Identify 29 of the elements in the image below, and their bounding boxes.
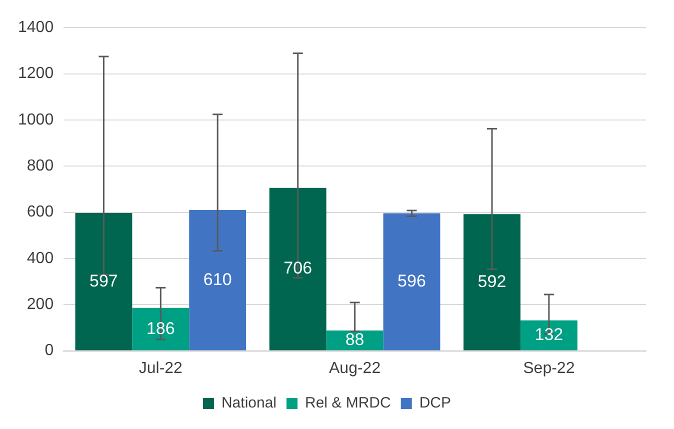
- y-tick-label: 1200: [18, 65, 54, 82]
- data-label: 596: [398, 271, 426, 290]
- legend-label: Rel & MRDC: [305, 394, 392, 412]
- legend-label: National: [221, 394, 277, 412]
- data-label: 597: [90, 271, 118, 290]
- y-tick-label: 200: [26, 296, 54, 314]
- bar: [269, 188, 326, 350]
- bar: [464, 214, 520, 350]
- bar: [189, 210, 246, 350]
- data-label: 88: [345, 330, 364, 350]
- x-tick-label: Aug-22: [329, 360, 381, 377]
- y-tick-label: 0: [44, 342, 54, 360]
- y-tick-label: 1400: [18, 19, 54, 36]
- y-tick-label: 400: [26, 250, 54, 267]
- data-label: 186: [146, 318, 175, 338]
- bar: [520, 320, 578, 350]
- y-tick-label: 800: [26, 158, 54, 175]
- bar: [75, 212, 132, 350]
- data-label: 132: [534, 325, 564, 344]
- x-tick-label: Jul-22: [138, 360, 183, 377]
- data-label: 592: [478, 272, 506, 291]
- x-tick-label: Sep-22: [523, 360, 575, 377]
- data-label: 706: [284, 258, 312, 278]
- bar: [132, 308, 190, 350]
- y-tick-label: 600: [26, 204, 54, 221]
- data-label: 610: [203, 270, 232, 289]
- bar: [383, 213, 440, 350]
- legend-label: DCP: [419, 394, 452, 412]
- y-tick-label: 1000: [18, 111, 54, 128]
